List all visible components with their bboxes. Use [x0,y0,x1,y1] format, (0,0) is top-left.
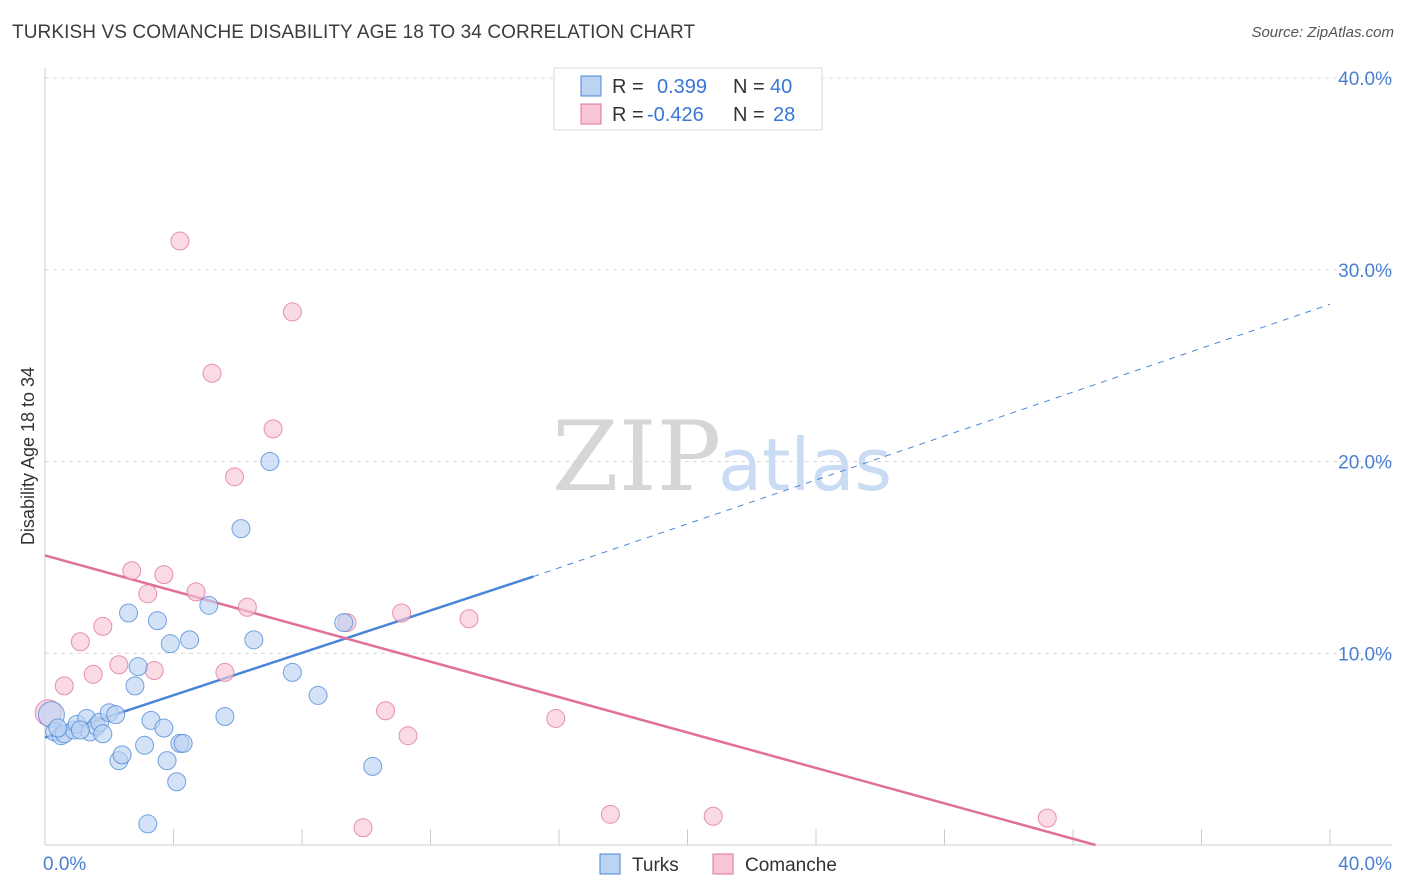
watermark-zip: ZIP [552,401,721,513]
comanche-point [70,632,90,652]
turks-point [125,676,145,696]
comanche-point [392,603,412,623]
turks-point [199,595,219,615]
y-axis-label: Disability Age 18 to 34 [18,367,38,545]
comanche-point [225,467,245,487]
series-legend: Turks Comanche [599,853,837,876]
y-tick-label: 10.0% [1338,644,1392,665]
comanche-point [122,561,142,581]
legend-n-label-2: N = [733,104,765,126]
turks-point [138,814,158,834]
correlation-legend: R = 0.399 N = 40 R = -0.426 N = 28 [553,67,823,131]
comanche-point [109,655,129,675]
comanche-point [376,701,396,721]
bottom-swatch-turks [599,853,621,875]
comanche-point [215,662,235,682]
legend-n-value-2: 28 [773,104,795,126]
tick-labels: 10.0% 20.0% 30.0% 40.0% 0.0% 40.0% [43,69,1392,875]
comanche-point [1037,808,1057,828]
gridlines [45,77,1392,654]
turks-point [157,751,177,771]
legend-label-turks: Turks [632,855,679,876]
comanche-point [144,661,164,681]
comanche-point [186,582,206,602]
comanche-point [170,231,190,251]
legend-swatch-turks [580,75,602,97]
comanche-point [459,609,479,629]
turks-point [147,611,167,631]
legend-r-label-1: R = [612,76,644,98]
turks-point [282,662,302,682]
turks-point [260,452,280,471]
comanche-point [154,565,174,585]
comanche-point [93,616,113,636]
turks-point [112,745,132,765]
turks-point [363,756,383,776]
turks-point [180,630,200,650]
comanche-point [546,708,566,728]
comanche-point [703,806,723,826]
legend-n-value-1: 40 [770,76,792,98]
turks-point [106,705,126,725]
turks-point [70,720,90,740]
comanche-point [282,302,302,322]
turks-point [231,519,251,539]
comanche-point [202,363,222,383]
trend-lines [44,303,1331,847]
data-points [34,231,1057,838]
x-tick-label-min: 0.0% [43,854,86,875]
legend-swatch-comanche [580,103,602,125]
comanche-point [83,664,103,684]
turks-point [48,718,68,738]
y-tick-label: 30.0% [1338,261,1392,282]
turks-point [173,733,193,753]
turks-point [215,707,235,727]
watermark-atlas: atlas [718,423,892,507]
source-label: Source: ZipAtlas.com [1251,24,1394,41]
comanche-point [54,676,74,696]
comanche-trend-line [44,554,1096,847]
comanche-point [138,584,158,604]
y-tick-label: 20.0% [1338,453,1392,474]
turks-point [308,685,328,705]
turks-point [160,634,180,654]
comanche-point [237,597,257,617]
turks-point [135,735,155,755]
watermark: ZIP atlas [552,401,892,513]
y-tick-label: 40.0% [1338,69,1392,90]
comanche-point [398,726,418,746]
turks-point [334,613,354,633]
turks-point [154,718,174,738]
legend-r-label-2: R = [612,104,644,126]
turks-point [244,630,264,650]
legend-r-value-2: -0.426 [647,104,704,126]
legend-n-label-1: N = [733,76,765,98]
turks-point [119,603,139,623]
comanche-point [263,419,283,439]
legend-label-comanche: Comanche [745,855,837,876]
turks-point [93,724,113,744]
comanche-point [353,818,373,838]
turks-point [128,657,148,677]
turks-trend-line [44,575,534,739]
turks-trend-extension [533,303,1331,578]
chart-title: TURKISH VS COMANCHE DISABILITY AGE 18 TO… [12,22,696,43]
comanche-point [600,804,620,824]
turks-point [167,772,187,792]
bottom-swatch-comanche [712,853,734,875]
legend-r-value-1: 0.399 [657,76,707,98]
x-tick-label-max: 40.0% [1338,854,1392,875]
